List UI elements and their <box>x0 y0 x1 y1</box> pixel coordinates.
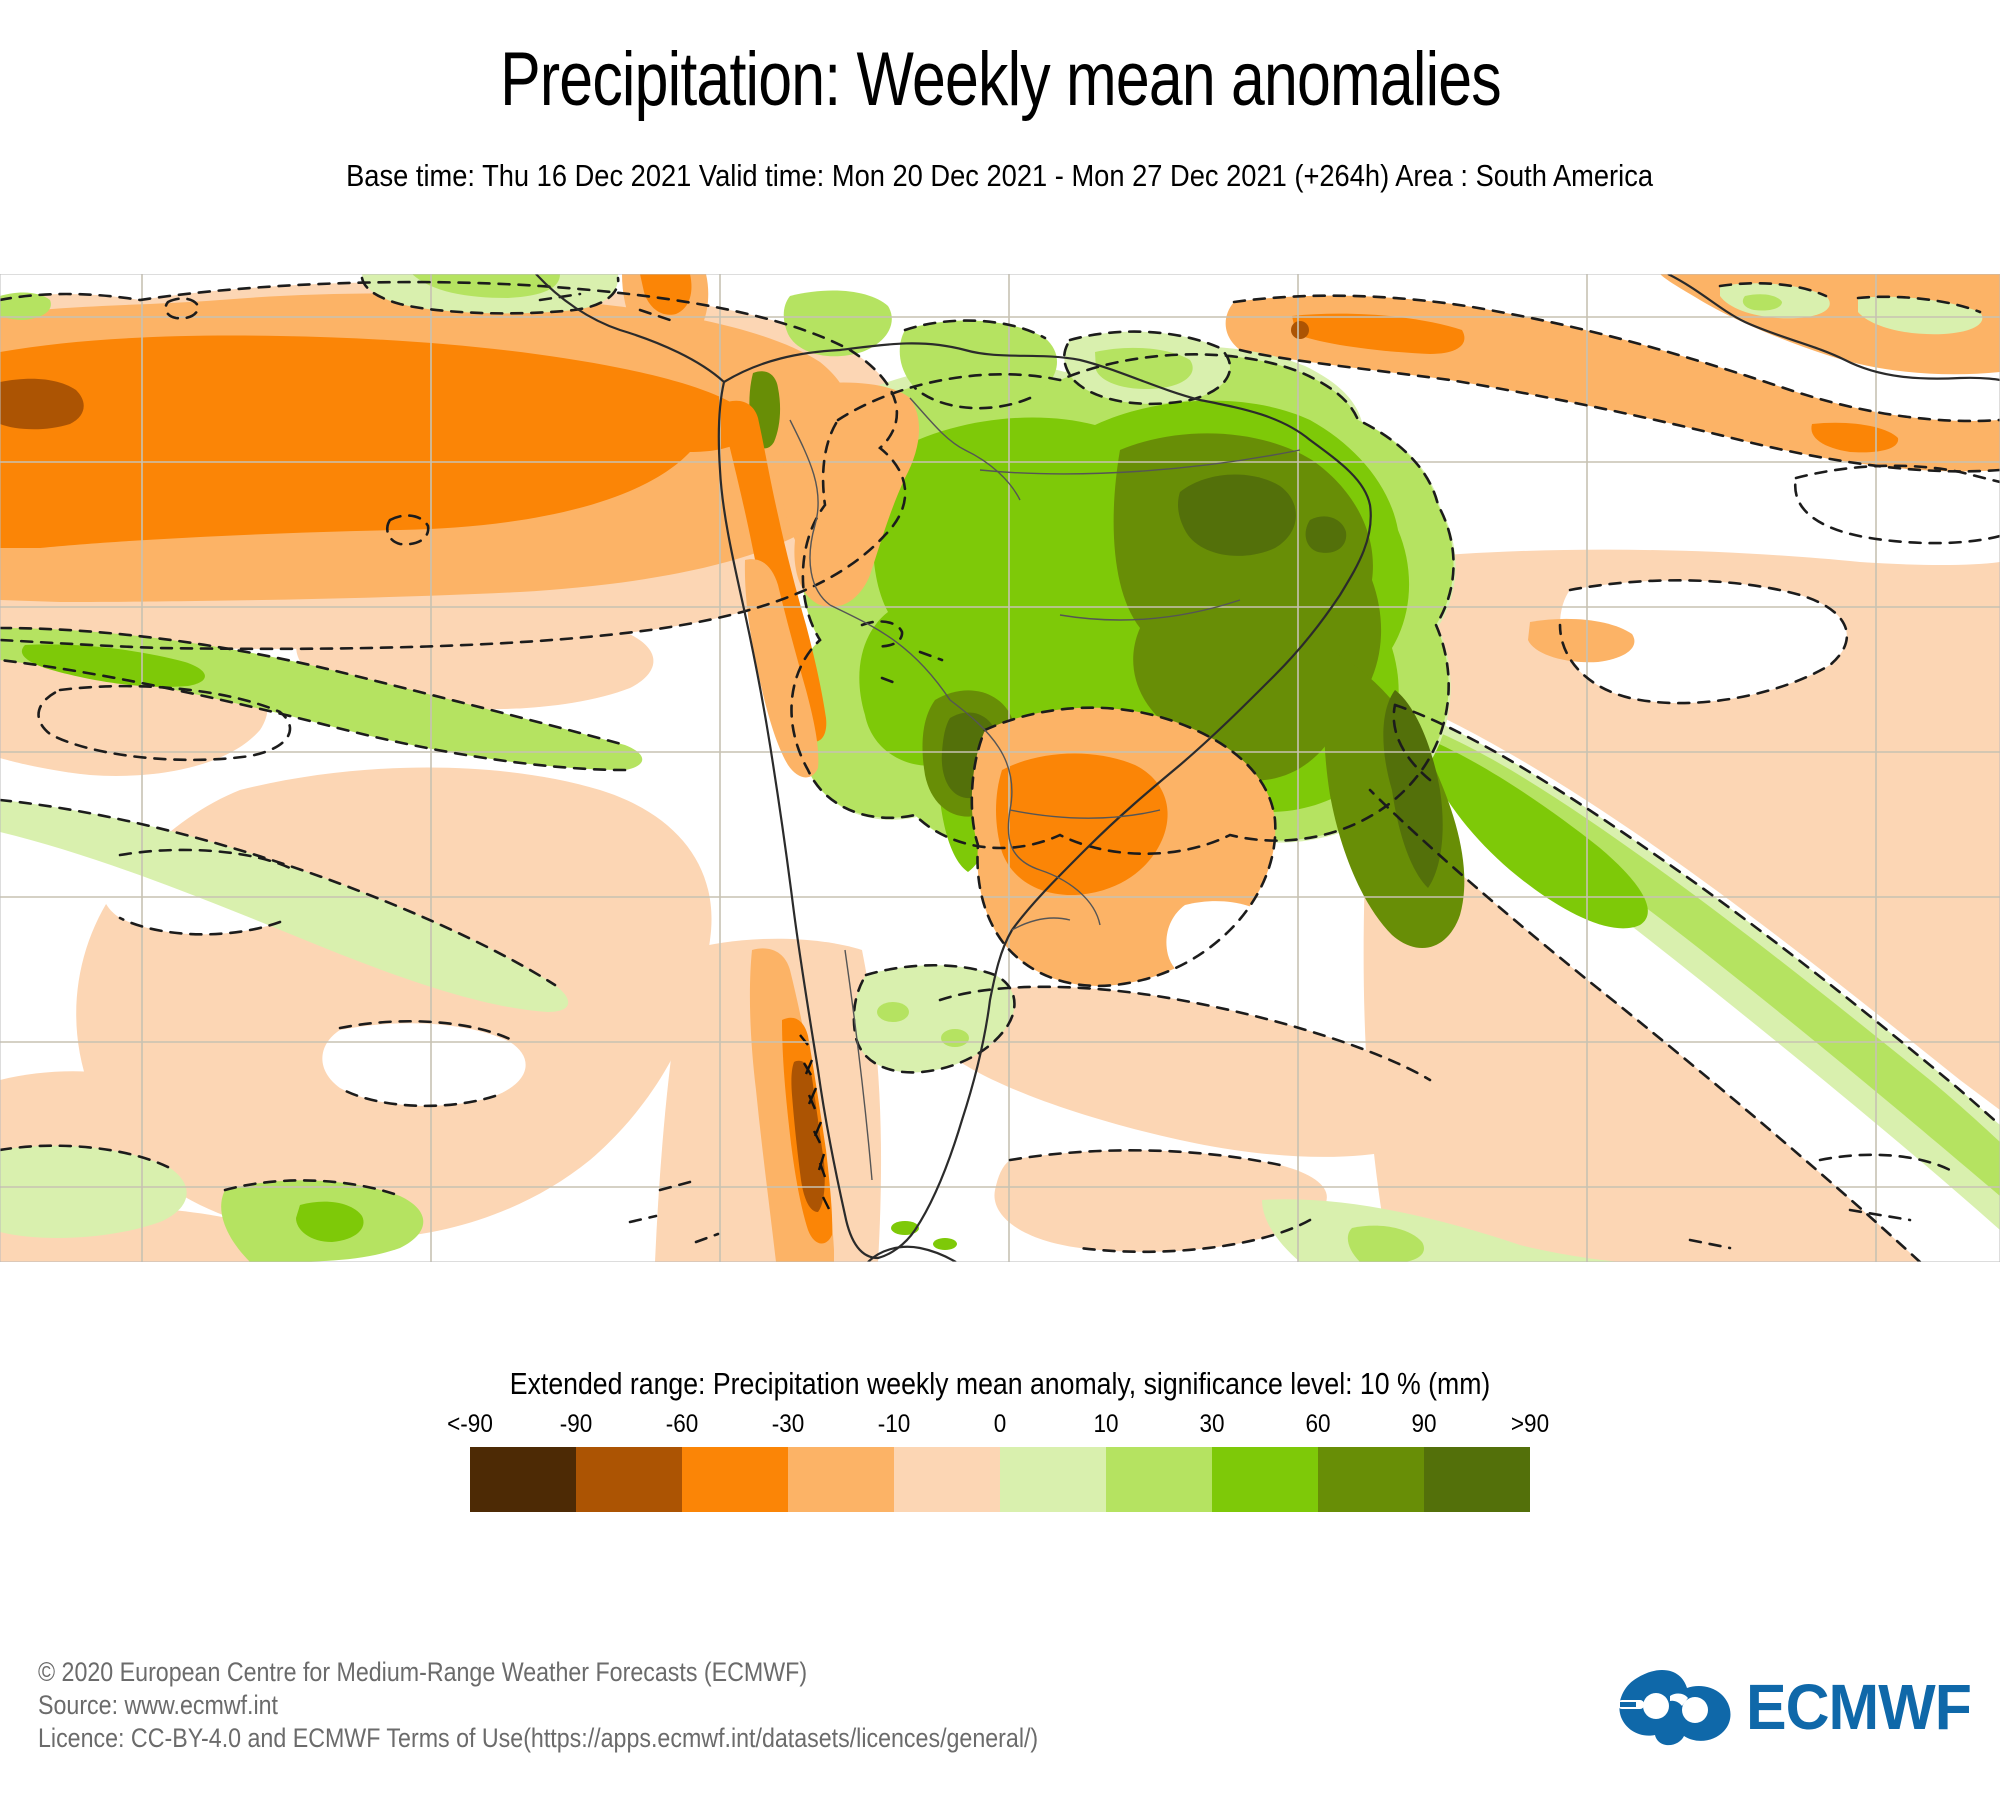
chile-andes-negative-streak <box>749 948 957 1262</box>
legend-tick-label: 30 <box>1199 1410 1225 1438</box>
page-title: Precipitation: Weekly mean anomalies <box>499 37 1502 122</box>
venezuela-positive-patches <box>749 290 1230 449</box>
legend-color-segment <box>788 1447 894 1512</box>
legend-tick-label: 0 <box>993 1410 1007 1438</box>
legend-color-segment <box>1106 1447 1212 1512</box>
legend-tick-label: >90 <box>1510 1410 1550 1438</box>
legend-tick-label: 10 <box>1093 1410 1119 1438</box>
legend-tick-label: <-90 <box>447 1410 493 1438</box>
legend-tick-label: 60 <box>1305 1410 1331 1438</box>
legend-tick-label: 90 <box>1411 1410 1437 1438</box>
andes-topography-lines <box>799 1034 831 1210</box>
southern-brazil-negative-region <box>971 707 1284 987</box>
legend-color-segment <box>682 1447 788 1512</box>
footer: © 2020 European Centre for Medium-Range … <box>38 1656 1201 1755</box>
footer-source: Source: www.ecmwf.int <box>38 1690 279 1720</box>
footer-copyright: © 2020 European Centre for Medium-Range … <box>38 1657 808 1687</box>
top-edge-patches <box>362 274 709 351</box>
anomaly-map <box>0 273 2000 1264</box>
legend-color-segment <box>470 1447 576 1512</box>
coastlines <box>535 273 2000 1263</box>
tierra-del-fuego-green-dots <box>891 1221 957 1250</box>
pacific-negative-region <box>0 282 906 649</box>
north-atlantic-negative-band <box>1225 295 2000 472</box>
south-atlantic-positive-band <box>1262 690 2000 1262</box>
legend-tick-label: -10 <box>877 1410 911 1438</box>
legend-tick-labels: <-90 -90 -60 -30 -10 0 10 30 60 90 >90 <box>447 1410 1549 1440</box>
argentina-positive-patch <box>853 965 1015 1073</box>
ecmwf-logo: ECMWF <box>1618 1668 1983 1746</box>
significance-contours <box>0 276 2000 1264</box>
legend-tick-label: -90 <box>559 1410 593 1438</box>
legend-color-segment <box>1318 1447 1424 1512</box>
colombia-peru-negative-region <box>725 382 920 778</box>
legend-color-segment <box>894 1447 1000 1512</box>
africa-region <box>1660 274 2000 375</box>
footer-licence: Licence: CC-BY-4.0 and ECMWF Terms of Us… <box>38 1723 1039 1753</box>
legend-color-segment <box>1424 1447 1530 1512</box>
legend-color-segment <box>576 1447 682 1512</box>
ecmwf-logo-icon <box>1618 1670 1731 1746</box>
anomaly-map-svg <box>0 273 2000 1264</box>
legend-color-segment <box>1000 1447 1106 1512</box>
legend-title: Extended range: Precipitation weekly mea… <box>509 1366 1491 1401</box>
page-subtitle: Base time: Thu 16 Dec 2021 Valid time: M… <box>346 158 1654 193</box>
legend-color-segment <box>1212 1447 1318 1512</box>
legend-tick-label: -30 <box>771 1410 805 1438</box>
legend-tick-label: -60 <box>665 1410 699 1438</box>
legend-colorbar <box>470 1447 1530 1512</box>
ecmwf-logo-text: ECMWF <box>1746 1671 1972 1743</box>
